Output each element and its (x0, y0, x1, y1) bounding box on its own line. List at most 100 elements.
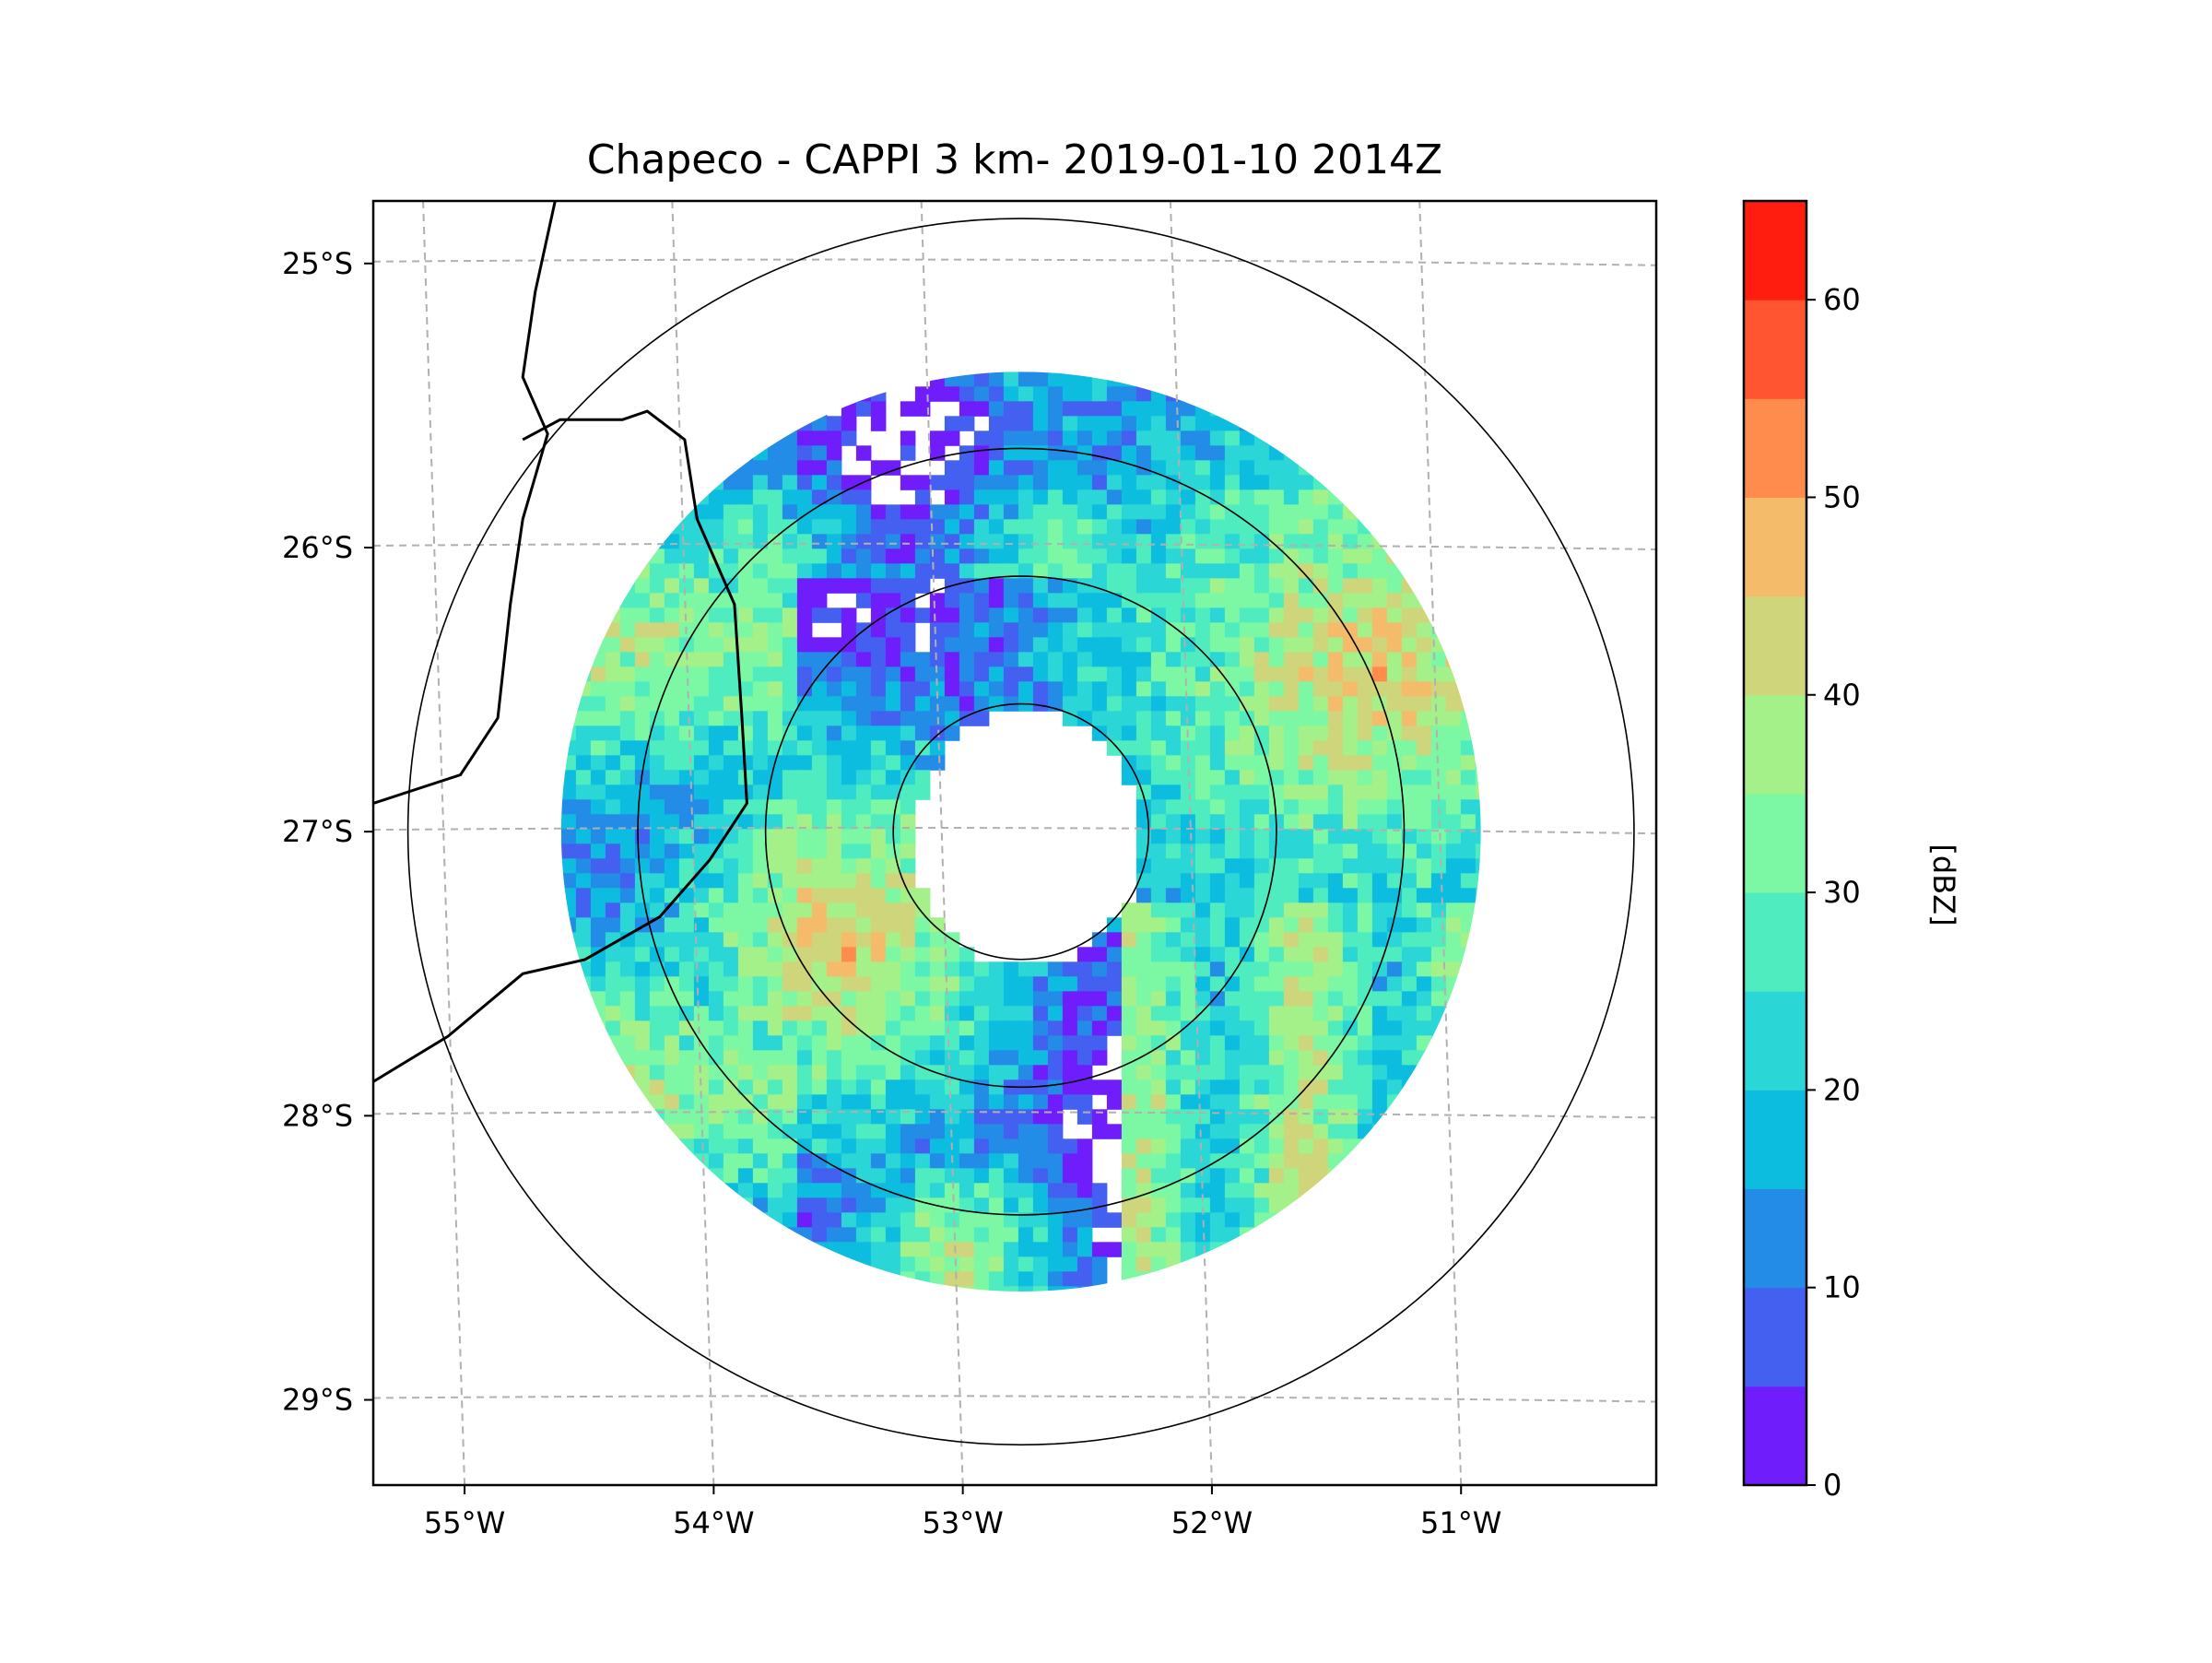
echo-pixel (1032, 1212, 1049, 1228)
echo-pixel (1121, 1227, 1137, 1243)
echo-pixel (693, 696, 710, 712)
echo-pixel (1209, 1065, 1226, 1080)
echo-pixel (1121, 1242, 1137, 1257)
echo-pixel (796, 725, 813, 741)
echo-pixel (1268, 548, 1285, 564)
echo-pixel (1121, 652, 1137, 667)
echo-pixel (973, 666, 990, 682)
echo-pixel (664, 593, 680, 608)
echo-pixel (1209, 1006, 1226, 1021)
echo-pixel (1106, 696, 1123, 712)
echo-pixel (885, 593, 901, 608)
echo-pixel (752, 725, 769, 741)
echo-pixel (767, 652, 783, 667)
echo-pixel (767, 740, 783, 756)
echo-pixel (1386, 755, 1403, 771)
echo-pixel (959, 1065, 975, 1080)
echo-pixel (1401, 607, 1418, 623)
echo-pixel (900, 711, 916, 726)
echo-pixel (1047, 1153, 1064, 1169)
echo-pixel (782, 1079, 798, 1095)
echo-pixel (870, 1079, 887, 1095)
echo-pixel (1018, 372, 1034, 387)
echo-pixel (1298, 976, 1314, 992)
echo-pixel (1135, 711, 1152, 726)
echo-pixel (973, 1286, 990, 1292)
echo-pixel (752, 902, 769, 918)
echo-pixel (1062, 1197, 1078, 1213)
echo-pixel (1298, 504, 1314, 520)
echo-pixel (1283, 1124, 1300, 1139)
echo-pixel (811, 681, 828, 697)
echo-pixel (1371, 1050, 1388, 1066)
echo-pixel (723, 858, 739, 874)
echo-pixel (900, 961, 916, 977)
echo-pixel (782, 593, 798, 608)
echo-pixel (1268, 475, 1285, 490)
echo-pixel (678, 1109, 695, 1125)
echo-pixel (1047, 548, 1064, 564)
echo-pixel (870, 902, 887, 918)
echo-pixel (1091, 681, 1108, 697)
echo-pixel (914, 770, 931, 785)
echo-pixel (1386, 932, 1403, 948)
echo-pixel (1224, 548, 1241, 564)
echo-pixel (1150, 888, 1167, 903)
echo-pixel (855, 489, 872, 505)
echo-pixel (841, 696, 857, 712)
echo-pixel (885, 1197, 901, 1213)
echo-pixel (1298, 622, 1314, 638)
echo-pixel (752, 843, 769, 859)
echo-pixel (1239, 829, 1255, 844)
echo-pixel (1121, 961, 1137, 977)
echo-pixel (1357, 947, 1373, 962)
echo-pixel (1165, 563, 1182, 579)
echo-pixel (1135, 1138, 1152, 1154)
echo-pixel (1165, 976, 1182, 992)
echo-pixel (1047, 1050, 1064, 1066)
echo-pixel (1077, 1256, 1093, 1272)
echo-pixel (1150, 430, 1167, 446)
echo-pixel (1386, 696, 1403, 712)
echo-pixel (1416, 622, 1432, 638)
echo-pixel (752, 784, 769, 800)
echo-pixel (1416, 1006, 1432, 1021)
echo-pixel (841, 430, 857, 446)
echo-pixel (1224, 740, 1241, 756)
echo-pixel (1224, 725, 1241, 741)
echo-pixel (826, 578, 842, 594)
echo-pixel (1018, 578, 1034, 594)
echo-pixel (1150, 829, 1167, 844)
echo-pixel (1475, 814, 1481, 830)
echo-pixel (693, 637, 710, 653)
echo-pixel (590, 770, 606, 785)
echo-pixel (1430, 829, 1447, 844)
echo-pixel (575, 829, 592, 844)
echo-pixel (1121, 902, 1137, 918)
echo-pixel (723, 1109, 739, 1125)
echo-pixel (841, 770, 857, 785)
echo-pixel (1194, 888, 1211, 903)
echo-pixel (1150, 1109, 1167, 1125)
echo-pixel (885, 1109, 901, 1125)
echo-pixel (1165, 770, 1182, 785)
echo-pixel (1003, 372, 1019, 387)
echo-pixel (1062, 504, 1078, 520)
x-tick-label-2: 53°W (922, 1505, 1003, 1540)
echo-pixel (1018, 961, 1034, 977)
echo-pixel (841, 961, 857, 977)
echo-pixel (752, 799, 769, 815)
echo-pixel (752, 1153, 769, 1169)
echo-pixel (708, 755, 724, 771)
echo-pixel (1135, 593, 1152, 608)
echo-pixel (973, 1035, 990, 1051)
echo-pixel (1180, 1242, 1196, 1257)
echo-pixel (1239, 681, 1255, 697)
echo-pixel (1371, 607, 1388, 623)
echo-pixel (1180, 416, 1196, 431)
echo-pixel (634, 755, 651, 771)
echo-pixel (1445, 755, 1462, 771)
echo-pixel (1077, 1079, 1093, 1095)
echo-pixel (1106, 740, 1123, 756)
echo-pixel (1032, 961, 1049, 977)
